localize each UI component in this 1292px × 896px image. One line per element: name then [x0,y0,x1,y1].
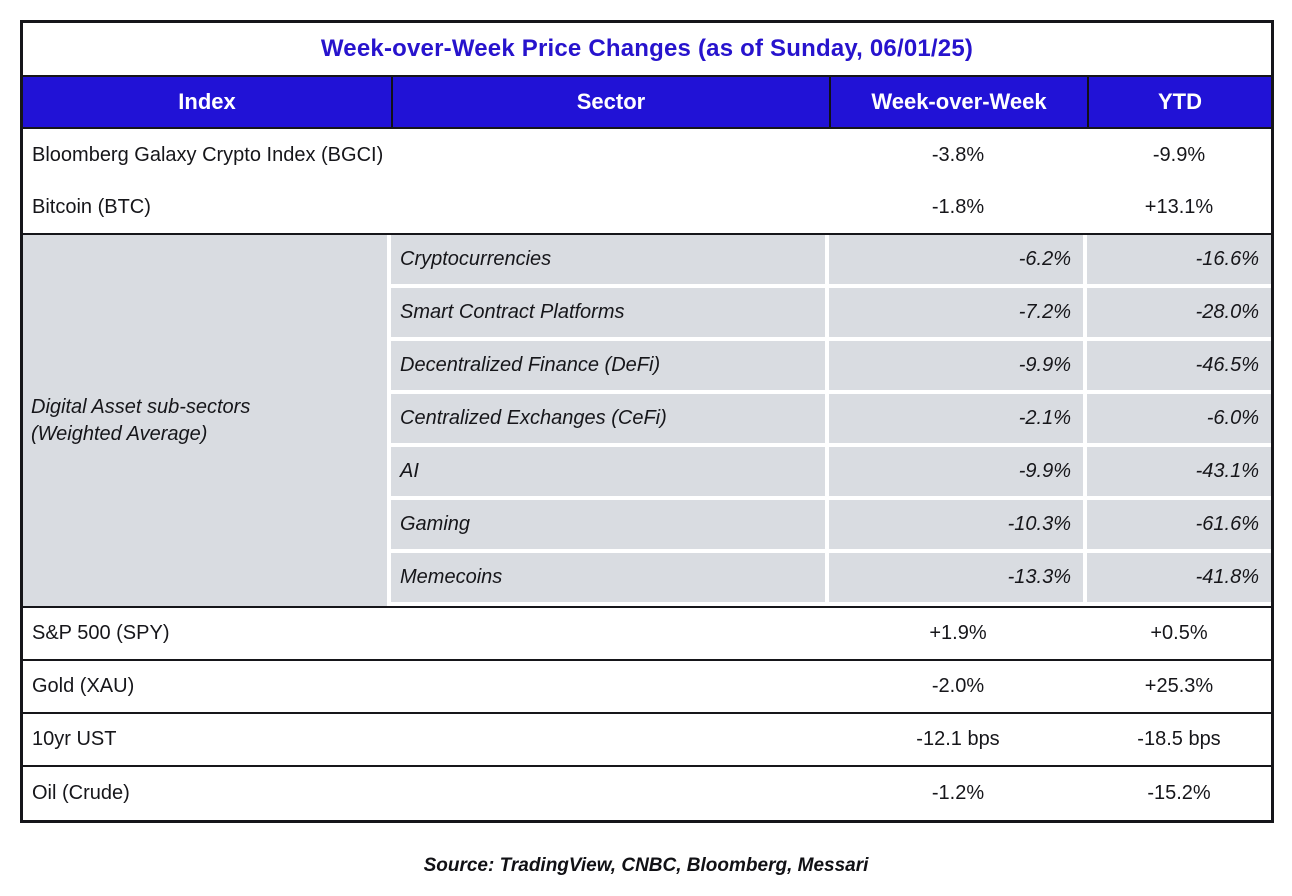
sector-label: Memecoins [391,553,829,606]
table-row: Oil (Crude) -1.2% -15.2% [23,767,1271,820]
wow-value: -7.2% [829,288,1087,341]
ytd-value: -6.0% [1087,394,1271,447]
table-row: Bloomberg Galaxy Crypto Index (BGCI) -3.… [23,129,1271,182]
ytd-value: -61.6% [1087,500,1271,553]
ytd-value: -46.5% [1087,341,1271,394]
table-row: Gold (XAU) -2.0% +25.3% [23,661,1271,714]
wow-value: -3.8% [931,144,985,166]
wow-value: -12.1 bps [916,728,1000,750]
index-label: Bitcoin (BTC) [32,196,151,218]
sector-label: Decentralized Finance (DeFi) [391,341,829,394]
table-header-row: Index Sector Week-over-Week YTD [23,75,1271,129]
price-changes-table: Week-over-Week Price Changes (as of Sund… [20,20,1274,823]
column-header-week-over-week: Week-over-Week [829,77,1087,127]
wow-value: -6.2% [829,235,1087,288]
wow-value: -1.2% [931,782,985,804]
ytd-value: -16.6% [1087,235,1271,288]
ytd-value: +13.1% [1144,196,1214,218]
ytd-value: -15.2% [1147,782,1211,804]
subsector-group-label-line2: (Weighted Average) [31,422,208,445]
ytd-value: +25.3% [1144,675,1214,697]
ytd-value: -41.8% [1087,553,1271,606]
column-header-index: Index [178,89,236,114]
subsector-group-label: Digital Asset sub-sectors (Weighted Aver… [23,235,391,606]
table-title: Week-over-Week Price Changes (as of Sund… [320,35,974,62]
index-label: S&P 500 (SPY) [32,622,170,644]
subsector-group-label-line1: Digital Asset sub-sectors [31,395,251,418]
ytd-value: -9.9% [1152,144,1206,166]
table-title-row: Week-over-Week Price Changes (as of Sund… [23,23,1271,75]
column-header-ytd: YTD [1087,77,1271,127]
wow-value: -1.8% [931,196,985,218]
sector-label: Cryptocurrencies [391,235,829,288]
wow-value: -13.3% [829,553,1087,606]
source-attribution: Source: TradingView, CNBC, Bloomberg, Me… [423,855,869,876]
column-header-sector: Sector [391,77,829,127]
ytd-value: -18.5 bps [1137,728,1221,750]
wow-value: -2.0% [931,675,985,697]
table-row: S&P 500 (SPY) +1.9% +0.5% [23,608,1271,661]
index-label: 10yr UST [32,728,117,750]
wow-value: -2.1% [829,394,1087,447]
ytd-value: -28.0% [1087,288,1271,341]
wow-value: -9.9% [829,447,1087,500]
subsector-block: Digital Asset sub-sectors (Weighted Aver… [23,235,1271,608]
sector-label: Centralized Exchanges (CeFi) [391,394,829,447]
index-label: Bloomberg Galaxy Crypto Index (BGCI) [32,144,384,166]
ytd-value: -43.1% [1087,447,1271,500]
wow-value: +1.9% [929,622,987,644]
table-row: Bitcoin (BTC) -1.8% +13.1% [23,182,1271,235]
ytd-value: +0.5% [1150,622,1208,644]
sector-label: AI [391,447,829,500]
index-label: Oil (Crude) [32,782,130,804]
table-row: 10yr UST -12.1 bps -18.5 bps [23,714,1271,767]
wow-value: -9.9% [829,341,1087,394]
index-label: Gold (XAU) [32,675,135,697]
sector-label: Smart Contract Platforms [391,288,829,341]
sector-label: Gaming [391,500,829,553]
wow-value: -10.3% [829,500,1087,553]
